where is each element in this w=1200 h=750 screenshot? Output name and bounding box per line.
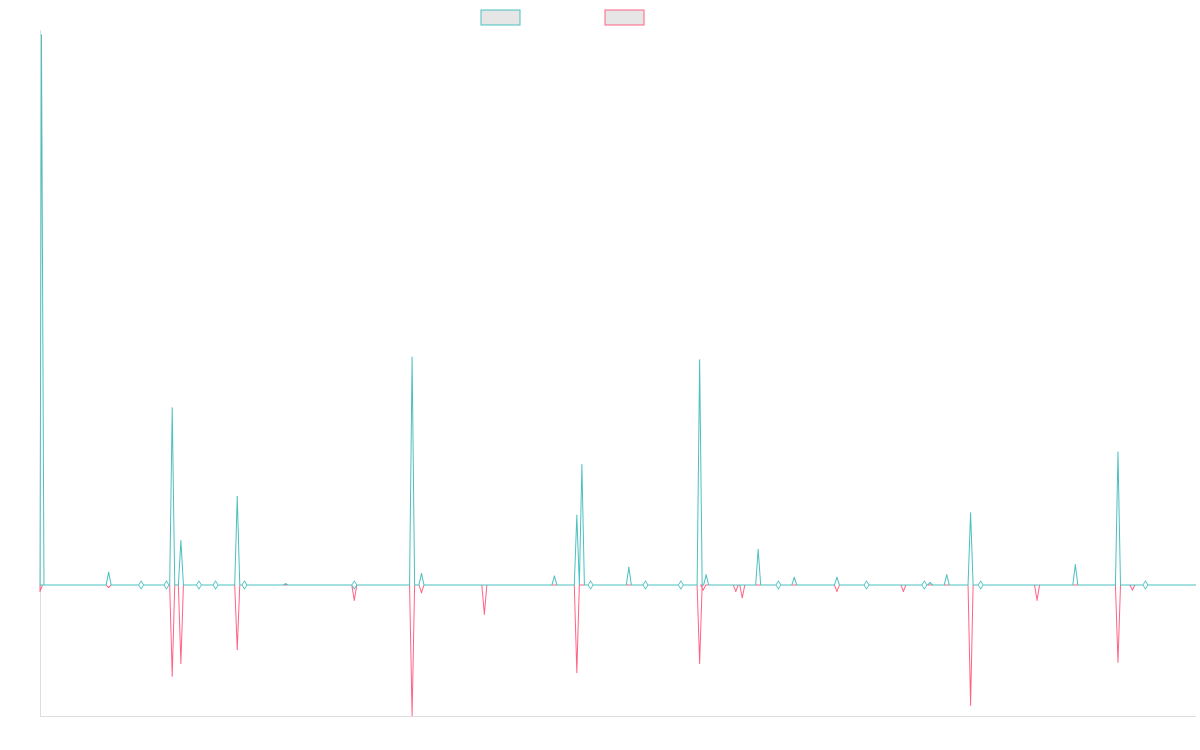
- baseline-marker: [977, 580, 984, 590]
- series-b-point: [1117, 661, 1119, 663]
- series-a-point: [793, 576, 795, 579]
- series-b-line: [39, 584, 1196, 716]
- series-a-point: [628, 566, 630, 568]
- baseline-marker: [195, 580, 202, 590]
- series-a-point: [236, 495, 238, 498]
- series-b-point: [420, 591, 423, 594]
- baseline-marker: [677, 580, 684, 590]
- series-a-point: [576, 514, 578, 517]
- series-a-point: [946, 574, 948, 576]
- series-b-point: [483, 613, 485, 615]
- series-a-point: [40, 34, 43, 36]
- series-a-point: [836, 576, 838, 579]
- series-a-point: [420, 573, 423, 575]
- baseline-marker: [351, 580, 358, 590]
- series-b-point: [39, 590, 41, 592]
- series-b-point: [576, 671, 578, 673]
- series-a-point: [969, 512, 972, 514]
- series-b-point: [108, 586, 110, 589]
- series-a-point: [757, 549, 759, 551]
- baseline-marker: [642, 580, 649, 590]
- series-a-point: [705, 574, 707, 576]
- baseline-marker: [1142, 580, 1149, 590]
- baseline-marker: [863, 580, 870, 590]
- series-a-point: [929, 581, 931, 584]
- baseline-marker: [241, 580, 248, 590]
- series-b-point: [1131, 589, 1134, 591]
- baseline-marker: [138, 580, 145, 590]
- baseline-marker: [212, 580, 219, 590]
- series-b-point: [735, 590, 737, 592]
- series-a-point: [411, 356, 413, 359]
- series-b-point: [702, 589, 704, 591]
- series-a-point: [108, 571, 110, 573]
- series-b-point: [902, 590, 904, 592]
- series-a-point: [1074, 564, 1076, 566]
- baseline-marker: [921, 580, 928, 590]
- baseline-marker: [163, 580, 170, 590]
- legend-series-a-swatch[interactable]: [480, 9, 521, 26]
- series-b-point: [180, 662, 182, 664]
- series-a-point: [180, 540, 182, 542]
- series-a-line: [39, 34, 1196, 586]
- series-b-point: [236, 648, 238, 651]
- series-a-point: [699, 359, 701, 361]
- series-a-point: [1117, 451, 1119, 453]
- series-b-point: [836, 590, 838, 592]
- baseline-marker: [587, 580, 594, 590]
- series-a-point: [581, 464, 583, 466]
- series-b-point: [969, 704, 972, 706]
- legend-series-b-swatch[interactable]: [604, 9, 645, 26]
- series-a-point: [171, 407, 173, 409]
- series-b-point: [699, 662, 701, 664]
- marker-layer: [138, 580, 1149, 590]
- series-layer: [39, 34, 1196, 716]
- series-a-point: [285, 583, 287, 585]
- series-b-point: [1036, 599, 1038, 601]
- series-b-point: [171, 675, 173, 677]
- legend[interactable]: [480, 9, 645, 26]
- series-a-point: [553, 575, 556, 577]
- baseline-marker: [775, 580, 782, 590]
- series-b-point: [741, 597, 743, 599]
- series-b-point: [353, 599, 355, 601]
- series-b-point: [411, 714, 413, 716]
